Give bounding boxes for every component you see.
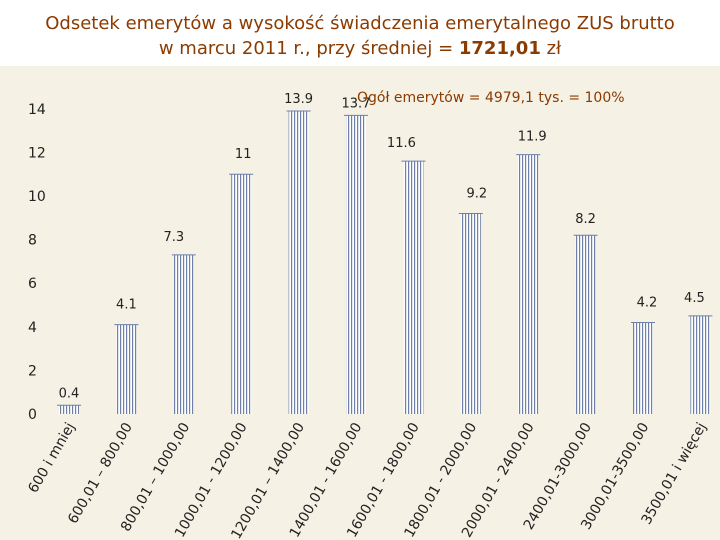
value-label: 13.9 — [284, 92, 313, 107]
y-tick-label: 10 — [28, 189, 46, 205]
chart-title: Odsetek emerytów a wysokość świadczenia … — [0, 0, 720, 66]
value-labels: 0.4 4.1 7.3 11 13.9 13.7 11.6 9.2 11.9 8.2 4.2 4.5 — [59, 92, 705, 401]
title-mean-value: 1721,01 — [458, 38, 541, 59]
bar — [403, 161, 424, 414]
value-label: 9.2 — [466, 186, 487, 201]
value-label: 4.5 — [684, 291, 705, 306]
title-line-2: w marcu 2011 r., przy średniej = 1721,01… — [0, 38, 720, 59]
value-label: 7.3 — [163, 230, 184, 245]
bar — [518, 154, 539, 414]
y-tick-label: 6 — [28, 276, 37, 292]
bar — [173, 254, 194, 414]
value-label: 11 — [235, 147, 252, 162]
y-tick-label: 14 — [28, 102, 46, 118]
y-axis: 0 2 4 6 8 10 12 14 — [28, 102, 46, 423]
bar — [633, 322, 653, 414]
title-line-1: Odsetek emerytów a wysokość świadczenia … — [45, 13, 675, 34]
bars — [57, 110, 713, 415]
y-tick-label: 4 — [28, 320, 37, 336]
bar — [231, 174, 252, 414]
title-line-2-suffix: zł — [540, 38, 562, 59]
bar-chart: 0 2 4 6 8 10 12 14 0.4 4.1 7.3 11 13.9 13.7 11.6 9.2 11… — [0, 66, 720, 540]
bar — [346, 115, 366, 414]
total-annotation: Ogół emerytów = 4979,1 tys. = 100% — [357, 90, 625, 106]
value-label: 4.1 — [116, 298, 137, 313]
value-label: 8.2 — [575, 212, 596, 227]
bar — [288, 110, 309, 415]
bar — [460, 213, 481, 414]
y-tick-label: 8 — [28, 233, 37, 249]
y-tick-label: 2 — [28, 363, 37, 379]
bar — [116, 324, 137, 414]
value-label: 11.9 — [518, 130, 547, 145]
value-label: 0.4 — [59, 386, 80, 401]
y-tick-label: 12 — [28, 145, 46, 161]
bar — [575, 235, 596, 414]
y-tick-label: 0 — [28, 407, 37, 423]
value-label: 11.6 — [387, 136, 416, 151]
bar — [690, 315, 711, 414]
title-line-2-prefix: w marcu 2011 r., przy średniej = — [158, 38, 459, 59]
value-label: 4.2 — [637, 295, 658, 310]
bar — [59, 405, 79, 414]
value-label: 13.7 — [342, 96, 371, 111]
